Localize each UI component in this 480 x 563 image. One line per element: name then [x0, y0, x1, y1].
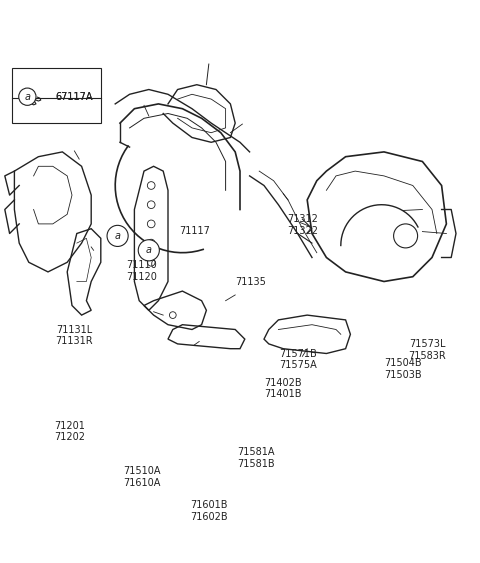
Circle shape [138, 240, 159, 261]
Text: a: a [115, 231, 120, 241]
Text: 71581A
71581B: 71581A 71581B [238, 447, 275, 469]
Text: 71510A
71610A: 71510A 71610A [123, 466, 160, 488]
Text: 71110
71120: 71110 71120 [126, 260, 157, 282]
Text: 71601B
71602B: 71601B 71602B [190, 500, 228, 521]
Text: 67117A: 67117A [55, 92, 93, 102]
Text: 71402B
71401B: 71402B 71401B [264, 378, 302, 399]
Text: 71131L
71131R: 71131L 71131R [56, 325, 93, 346]
Text: 67117A: 67117A [55, 92, 93, 102]
Circle shape [107, 225, 128, 247]
Text: a: a [24, 92, 30, 102]
Text: 71117: 71117 [179, 226, 210, 236]
Text: 71571B
71575A: 71571B 71575A [279, 348, 316, 370]
Text: 71135: 71135 [235, 276, 266, 287]
Text: 71201
71202: 71201 71202 [54, 421, 85, 443]
Text: 71312
71322: 71312 71322 [287, 215, 318, 236]
Text: a: a [146, 245, 152, 255]
Text: 71504B
71503B: 71504B 71503B [384, 358, 422, 380]
Text: 71573L
71583R: 71573L 71583R [408, 339, 446, 361]
Circle shape [19, 88, 36, 105]
